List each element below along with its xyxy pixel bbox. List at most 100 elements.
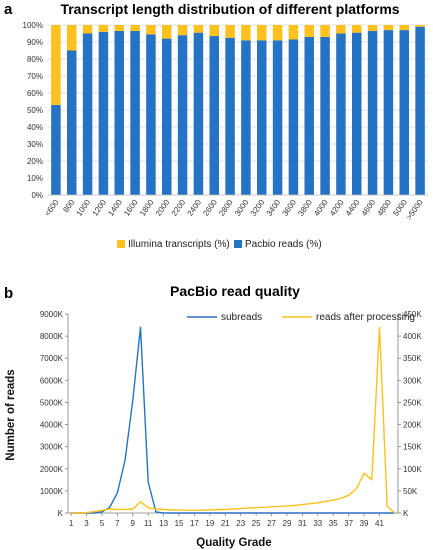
bar-pacbio [288,39,299,196]
y-tick-label: 50% [27,106,43,115]
left-y-tick-label: 8000K [40,332,64,341]
x-tick-label: 25 [252,519,261,528]
bar-illumina [399,25,409,31]
x-tick-label: 35 [329,519,338,528]
x-tick-label: 1200 [90,198,108,218]
bar-pacbio [162,38,172,195]
y-tick-label: 20% [27,157,43,166]
x-tick-label: 3600 [280,198,298,218]
bar-pacbio [98,31,109,195]
bar-pacbio [241,40,251,195]
legend-label-processed: reads after processing [316,312,415,323]
x-tick-label: 31 [298,519,307,528]
bar-illumina [304,25,314,37]
bar-pacbio [209,36,219,195]
line-chart-area: K 1000K 2000K 3000K 4000K 5000K 6000K 7000K 8000… [40,310,422,528]
line-chart-legend: subreads reads after processing [187,312,415,323]
bar-pacbio [51,104,61,195]
right-y-tick-label: 450K [403,310,422,319]
bar-illumina [257,25,267,41]
x-axis-title: Quality Grade [196,537,271,549]
line-reads-after-processing [71,326,396,514]
x-tick-label: 27 [267,519,276,528]
right-y-tick-label: 250K [403,398,422,407]
x-tick-label: 41 [375,519,384,528]
x-tick-label: 7 [115,519,120,528]
left-y-tick-label: 1000K [40,487,64,496]
bar-illumina [82,25,93,34]
bar-illumina [272,25,283,41]
left-y-tick-label: K [58,509,64,518]
legend-label-subreads: subreads [221,312,262,323]
bar-pacbio [272,40,283,195]
left-y-tick-label: 9000K [40,310,64,319]
legend-swatch-pacbio [234,240,242,248]
x-tick-label: 33 [313,519,322,528]
y-tick-label: 10% [27,174,43,183]
line-subreads [71,326,395,514]
bar-pacbio [367,30,378,196]
right-y-tick-label: 300K [403,376,422,385]
x-tick-label: >5000 [404,198,425,222]
bar-pacbio [320,36,330,196]
bar-illumina [383,25,394,31]
bar-illumina [367,25,378,31]
x-tick-label: 5 [100,519,105,528]
right-y-tick-label: 150K [403,443,422,452]
x-tick-label: 17 [190,519,199,528]
left-y-tick-label: 5000K [40,398,64,407]
y-axis-title: Number of reads [5,369,17,460]
bar-illumina [288,25,299,40]
bar-pacbio [257,40,267,195]
x-tick-label: 29 [283,519,292,528]
x-tick-label: 3000 [233,198,251,218]
bar-pacbio [114,30,124,196]
x-tick-label: 4400 [344,198,362,218]
right-y-tick-label: K [403,509,409,518]
x-tick-label: 15 [175,519,184,528]
x-tick-label: 2600 [201,198,219,218]
y-tick-label: 60% [27,89,43,98]
x-tick-label: 21 [221,519,230,528]
left-y-tick-label: 3000K [40,443,64,452]
bar-illumina [415,25,425,27]
bar-illumina [146,25,156,35]
y-tick-label: 0% [31,191,43,200]
x-tick-label: 19 [205,519,214,528]
bar-illumina [320,25,330,37]
x-tick-label: 2400 [185,198,203,218]
bar-chart-legend: Illumina transcripts (%) Pacbio reads (%… [117,239,322,250]
x-tick-label: 1400 [106,198,124,218]
legend-label-illumina: Illumina transcripts (%) [128,239,230,250]
bar-illumina [241,25,251,41]
x-tick-label: 13 [159,519,168,528]
x-tick-label: 2200 [170,198,188,218]
x-tick-label: 2000 [154,198,172,218]
panel-a-label: a [4,1,13,18]
x-tick-label: 37 [344,519,353,528]
left-y-tick-label: 6000K [40,376,64,385]
bar-pacbio [193,32,204,196]
bar-illumina [336,25,346,34]
x-tick-label: 4600 [360,198,378,218]
y-tick-label: 100% [23,21,43,30]
x-tick-label: 2800 [217,198,235,218]
legend-swatch-illumina [117,240,125,248]
bar-illumina [225,25,235,38]
x-tick-label: 1 [69,519,74,528]
y-tick-label: 80% [27,55,43,64]
bar-chart-area: 0%10%20%30%40%50%60%70%80%90%100%<600 800… [23,21,428,222]
bar-illumina [177,25,188,36]
x-tick-label: 3 [84,519,89,528]
bar-pacbio [225,37,235,195]
legend-label-pacbio: Pacbio reads (%) [245,239,322,250]
bar-illumina [193,25,204,33]
panel-a-title: Transcript length distribution of differ… [60,1,399,17]
bar-pacbio [352,32,362,196]
bar-pacbio [383,30,394,195]
bar-illumina [114,25,124,31]
bar-pacbio [146,34,156,195]
bar-illumina [67,25,77,51]
bar-pacbio [415,26,425,196]
